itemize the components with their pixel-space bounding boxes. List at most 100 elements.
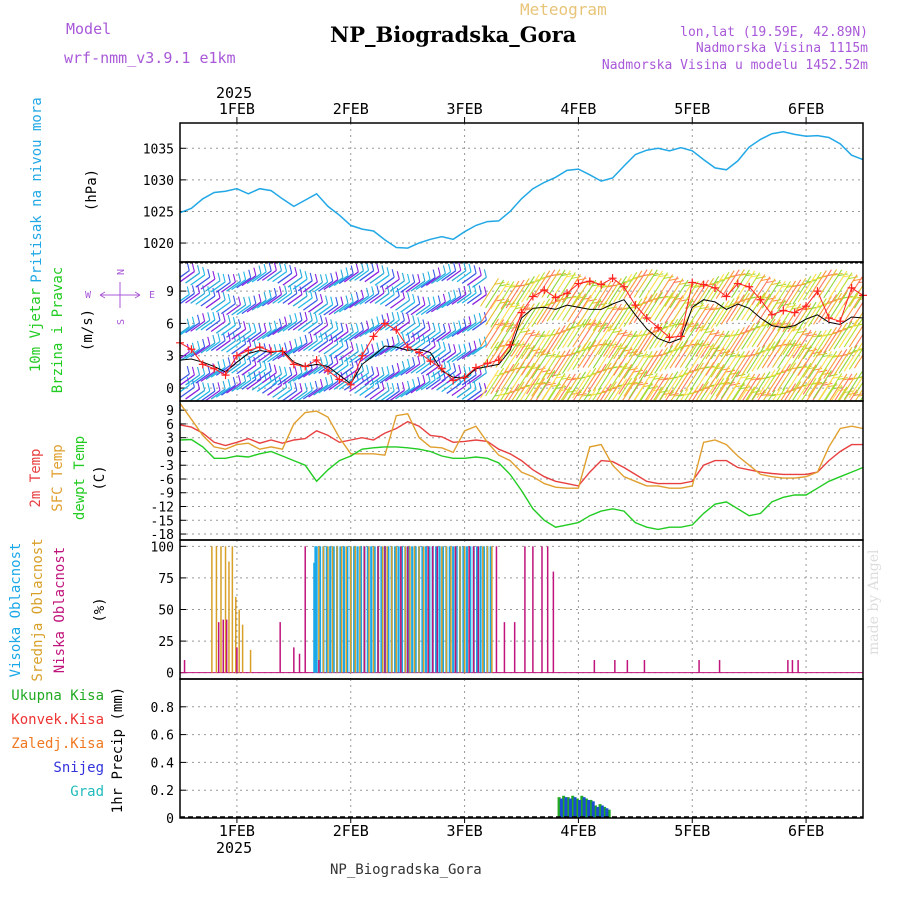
wind-barb xyxy=(526,348,546,378)
wind-barb-flag xyxy=(535,334,546,338)
wind-barb xyxy=(359,384,375,396)
wind-barb xyxy=(654,319,674,349)
wind-barb-flag xyxy=(391,364,395,374)
wind-barb-flag xyxy=(648,272,659,276)
x-day-label-top: 3FEB xyxy=(447,100,483,118)
wind-barb-flag xyxy=(207,336,211,346)
y-tick-label: -18 xyxy=(151,528,174,543)
wind-barb xyxy=(613,273,633,303)
wind-barb-flag xyxy=(447,263,452,272)
wind-barb-flag xyxy=(232,377,236,386)
wind-barb xyxy=(226,362,241,374)
wind-barb xyxy=(272,292,287,304)
wind-barb xyxy=(302,321,318,333)
wind-barb-flag xyxy=(776,283,787,287)
wind-barb xyxy=(684,280,704,310)
wind-barb xyxy=(400,301,416,313)
wind-barb-flag xyxy=(822,382,833,386)
wind-barb xyxy=(221,281,236,293)
wind-barb-flag xyxy=(258,265,262,274)
wind-gust-marker xyxy=(665,333,674,342)
wind-barb xyxy=(364,350,380,362)
wind-barb xyxy=(802,349,822,378)
wind-barb-flag xyxy=(386,285,390,294)
wind-barb xyxy=(761,367,781,397)
wind-barb xyxy=(384,319,400,331)
wind-barb-flag xyxy=(858,281,863,284)
wind-barb xyxy=(787,361,807,391)
wind-barb xyxy=(731,324,750,354)
model-value: wrf-nmm_v3.9.1 e1km xyxy=(64,49,236,67)
wind-barb xyxy=(287,344,303,356)
wind-barb xyxy=(390,297,405,309)
wind-barb xyxy=(777,324,797,354)
wind-barb xyxy=(333,331,349,343)
wind-barb xyxy=(531,350,551,379)
wind-barb xyxy=(646,384,658,401)
wind-barb-flag xyxy=(750,274,761,278)
wind-barb-flag xyxy=(202,382,206,391)
wind-barb-flag xyxy=(304,287,308,297)
x-day-label-top: 1FEB xyxy=(219,100,255,118)
wind-barb-flag xyxy=(432,371,436,381)
wind-barb xyxy=(556,321,576,350)
wind-barb xyxy=(818,371,838,401)
wind-barb xyxy=(664,341,684,370)
wind-barb xyxy=(308,339,323,351)
wind-barb xyxy=(705,330,725,360)
wind-barb xyxy=(546,325,566,354)
wind-barb xyxy=(185,374,200,386)
cloud-high-bar xyxy=(428,546,431,673)
wind-barb-flag xyxy=(765,280,777,284)
wind-barb xyxy=(236,304,252,316)
wind-barb-flag xyxy=(376,379,380,388)
wind-barb xyxy=(436,299,451,311)
wind-barb xyxy=(384,342,400,354)
wind-barb xyxy=(813,296,832,325)
wind-barb xyxy=(659,276,679,305)
wind-barb xyxy=(582,299,602,328)
wind-barb xyxy=(180,374,195,386)
wind-barb xyxy=(813,351,832,380)
cloud-mid-bar xyxy=(318,546,320,673)
wind-barb-flag xyxy=(437,323,441,332)
wind-barb xyxy=(510,278,530,307)
wind-barb-flag xyxy=(550,373,561,377)
wind-barb-flag xyxy=(858,394,863,397)
wind-barb xyxy=(190,346,206,358)
wind-barb-flag xyxy=(273,262,277,271)
wind-barb-flag xyxy=(294,366,298,375)
wind-barb-flag xyxy=(222,380,226,390)
wind-barb-flag xyxy=(330,319,334,328)
wind-barb xyxy=(343,271,359,283)
wind-barb xyxy=(354,328,369,340)
wind-barb-flag xyxy=(350,323,354,333)
altitude-text: Nadmorska Visina 1115m xyxy=(695,41,868,56)
wind-barb xyxy=(746,274,766,303)
wind-barb xyxy=(490,299,510,328)
wind-barb xyxy=(628,296,648,325)
wind-barb xyxy=(643,349,663,378)
wind-barb xyxy=(628,328,648,358)
wind-barb-flag xyxy=(453,344,457,353)
wind-barb-flag xyxy=(704,365,715,369)
wind-barb xyxy=(374,292,390,304)
wind-barb xyxy=(597,326,617,355)
wind-barb-flag xyxy=(186,318,190,327)
y-tick-label: 0.6 xyxy=(151,729,174,744)
wind-barb xyxy=(323,279,339,291)
wind-barb-flag xyxy=(663,276,674,280)
wind-barb xyxy=(738,384,750,401)
wind-barb xyxy=(180,386,195,398)
wind-barb-flag xyxy=(422,296,426,305)
wind-barb xyxy=(684,362,704,392)
wind-barb-flag xyxy=(468,316,472,325)
wind-barb xyxy=(205,389,221,401)
wind-barb-flag xyxy=(566,377,577,381)
wind-barb-flag xyxy=(401,382,405,391)
wind-barb xyxy=(441,297,457,309)
wind-barb-flag xyxy=(248,337,252,347)
wind-barb xyxy=(210,299,226,311)
wind-barb-flag xyxy=(791,343,802,347)
wind-barb xyxy=(505,303,525,333)
